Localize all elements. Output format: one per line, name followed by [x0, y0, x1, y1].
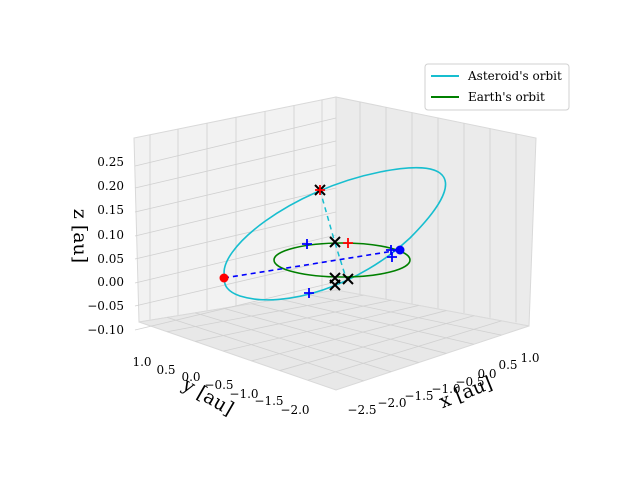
earth-link-dashed	[223, 249, 401, 279]
y-tick-label: −0.5	[204, 378, 233, 392]
back-pane-left	[133, 96, 337, 323]
grid-floor	[223, 307, 419, 363]
x-tick-label: −0.5	[455, 375, 484, 389]
y-tick-label: −1.5	[254, 394, 283, 408]
x-tick-label: −1.0	[431, 382, 460, 396]
grid-z-left	[134, 140, 337, 189]
grid-z-left	[134, 281, 337, 331]
z-tick-label: −0.10	[87, 323, 124, 337]
z-tick-label: 0.20	[97, 179, 124, 193]
grid-z-left	[134, 258, 337, 307]
x-tick-label: 0.5	[498, 358, 517, 372]
legend-box	[424, 63, 570, 111]
z-axis-label: z [au]	[69, 209, 91, 263]
grid-lines	[134, 99, 517, 382]
grid-floor	[307, 320, 502, 381]
z-tick-label: 0.10	[97, 228, 124, 242]
grid-z-left	[134, 117, 337, 167]
asteroid-node-point	[219, 273, 229, 283]
z-tick-label: 0.15	[97, 203, 124, 217]
x-tick-label: −2.5	[347, 403, 376, 417]
y-tick-label: 0.0	[181, 370, 200, 384]
earth-orbit-line	[273, 242, 411, 278]
z-tick-label: 0.25	[97, 155, 124, 169]
z-tick-label: 0.00	[97, 275, 124, 289]
x-tick-label: 1.0	[520, 351, 539, 365]
grid-floor	[167, 294, 364, 333]
grid-floor	[195, 312, 392, 373]
grid-z-left	[134, 211, 337, 260]
earth-plus-marker	[302, 239, 312, 249]
asteroid-link-dashed-lower	[334, 242, 347, 279]
asteroid-plus-marker	[343, 238, 353, 248]
asteroid-link-dashed	[319, 189, 336, 244]
y-tick-label: −2.0	[280, 403, 309, 417]
asteroid-plus-marker	[315, 185, 325, 195]
grid-floor	[251, 310, 447, 362]
legend-label-asteroid: Asteroid's orbit	[467, 69, 562, 83]
legend: Asteroid's orbit Earth's orbit	[424, 63, 570, 111]
grid-floor	[167, 317, 364, 382]
grid-floor	[251, 303, 447, 354]
earth-plus-marker	[387, 252, 397, 262]
earth-plus-marker	[386, 245, 396, 255]
grid-floor	[223, 305, 419, 352]
legend-label-earth: Earth's orbit	[468, 90, 545, 104]
grid-z-left	[134, 164, 337, 213]
y-tick-label: 0.5	[156, 363, 175, 377]
grid-floor	[279, 315, 474, 371]
markers-group	[219, 184, 405, 298]
cross-marker	[342, 273, 354, 285]
grid-floor	[279, 298, 474, 345]
grid-floor	[307, 294, 502, 336]
grid-z-left	[134, 187, 337, 237]
grid-z-left	[134, 234, 337, 284]
z-tick-label: 0.05	[97, 252, 124, 266]
earth-point	[395, 245, 405, 255]
asteroid-orbit-line	[223, 166, 447, 301]
grid-floor	[195, 299, 392, 342]
x-tick-label: −1.5	[404, 389, 433, 403]
y-tick-label: 1.0	[132, 355, 151, 369]
back-pane-right	[335, 96, 537, 327]
cross-marker	[329, 279, 341, 291]
x-tick-label: 0.0	[477, 367, 496, 381]
z-tick-label: −0.05	[87, 299, 124, 313]
cross-marker	[329, 236, 341, 248]
tick-labels: −2.5 −2.0−1.5−1.0−0.50.00.5 1.01.00.5 0.0−0…	[87, 155, 539, 417]
y-tick-label: −1.0	[229, 387, 258, 401]
earth-plus-marker	[304, 288, 314, 298]
x-tick-label: −2.0	[377, 396, 406, 410]
